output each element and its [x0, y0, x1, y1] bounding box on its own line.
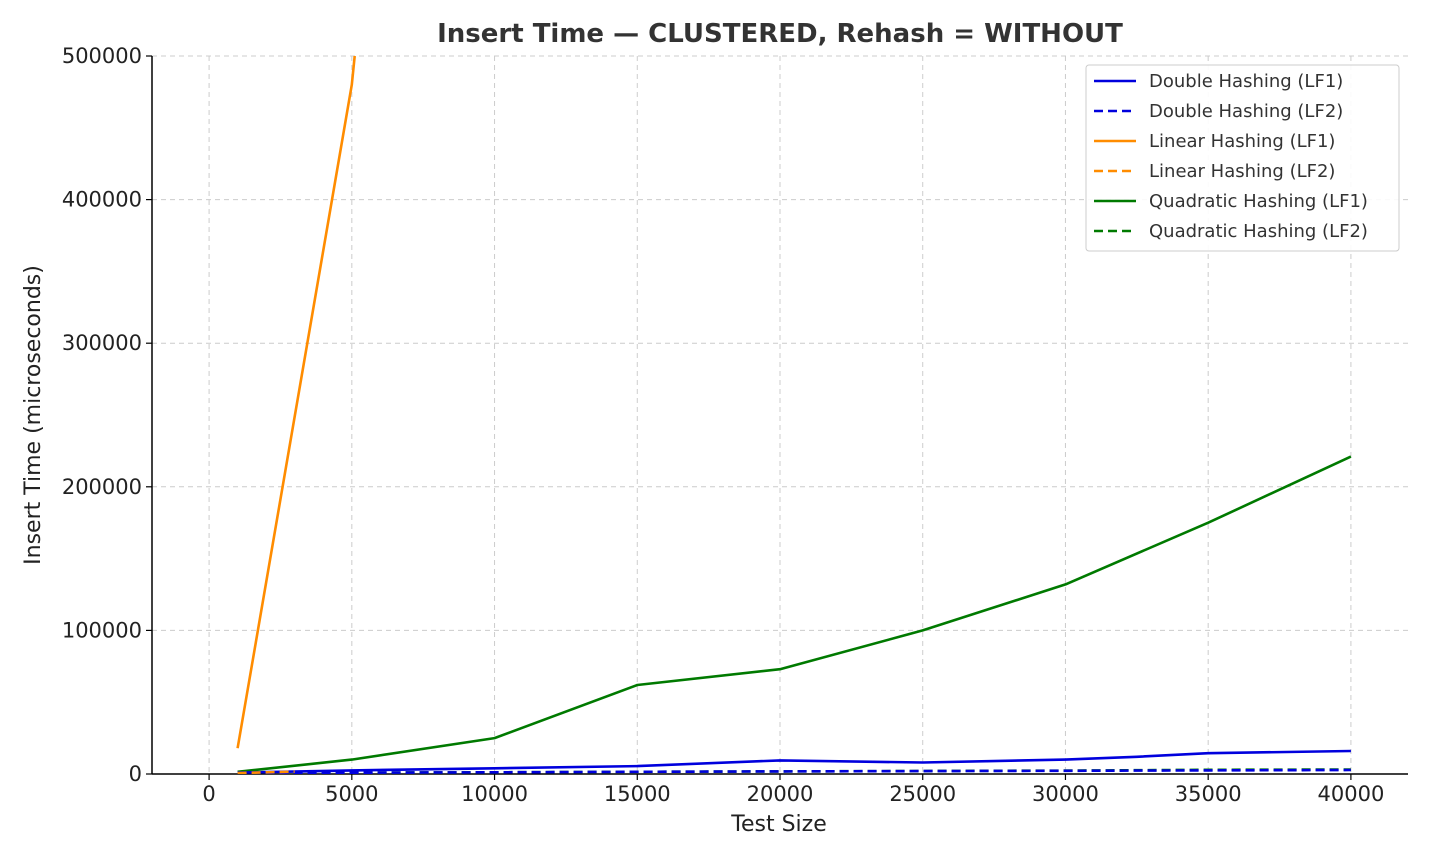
x-tick-label-4: 20000: [747, 782, 814, 806]
plot-area: [236, 55, 1352, 774]
x-tick-label-7: 35000: [1175, 782, 1242, 806]
chart-title: Insert Time — CLUSTERED, Rehash = WITHOU…: [437, 19, 1123, 49]
y-axis-label: Insert Time (microseconds): [21, 265, 46, 565]
legend-label-0: Double Hashing (LF1): [1149, 71, 1343, 92]
x-tick-label-5: 25000: [889, 782, 956, 806]
legend-label-5: Quadratic Hashing (LF2): [1149, 221, 1368, 242]
y-tick-label-4: 400000: [62, 188, 142, 212]
x-tick-label-8: 40000: [1318, 782, 1385, 806]
x-tick-label-1: 5000: [325, 782, 378, 806]
x-axis-label: Test Size: [730, 812, 826, 837]
x-tick-label-3: 15000: [604, 782, 671, 806]
legend: Double Hashing (LF1) Double Hashing (LF2)…: [1085, 64, 1400, 252]
ticks: 0 5000 10000 15000 20000 25000 30000 35000 40000…: [62, 44, 1384, 806]
series-line-3: [237, 770, 295, 774]
legend-label-1: Double Hashing (LF2): [1149, 101, 1343, 122]
legend-box: [1085, 64, 1400, 252]
series-line-0: [237, 749, 1351, 774]
y-tick-label-3: 300000: [62, 331, 142, 355]
series-line-2: [236, 55, 356, 749]
y-tick-label-5: 500000: [62, 44, 142, 68]
x-tick-label-0: 0: [202, 782, 215, 806]
y-tick-label-0: 0: [129, 762, 142, 786]
legend-label-4: Quadratic Hashing (LF1): [1149, 191, 1368, 212]
x-tick-label-6: 30000: [1032, 782, 1099, 806]
y-tick-label-1: 100000: [62, 618, 142, 642]
series-line-4: [237, 455, 1352, 774]
series-line-1: [237, 768, 1351, 774]
legend-label-3: Linear Hashing (LF2): [1149, 161, 1335, 182]
legend-label-2: Linear Hashing (LF1): [1149, 131, 1335, 152]
x-tick-label-2: 10000: [461, 782, 528, 806]
y-tick-label-2: 200000: [62, 475, 142, 499]
